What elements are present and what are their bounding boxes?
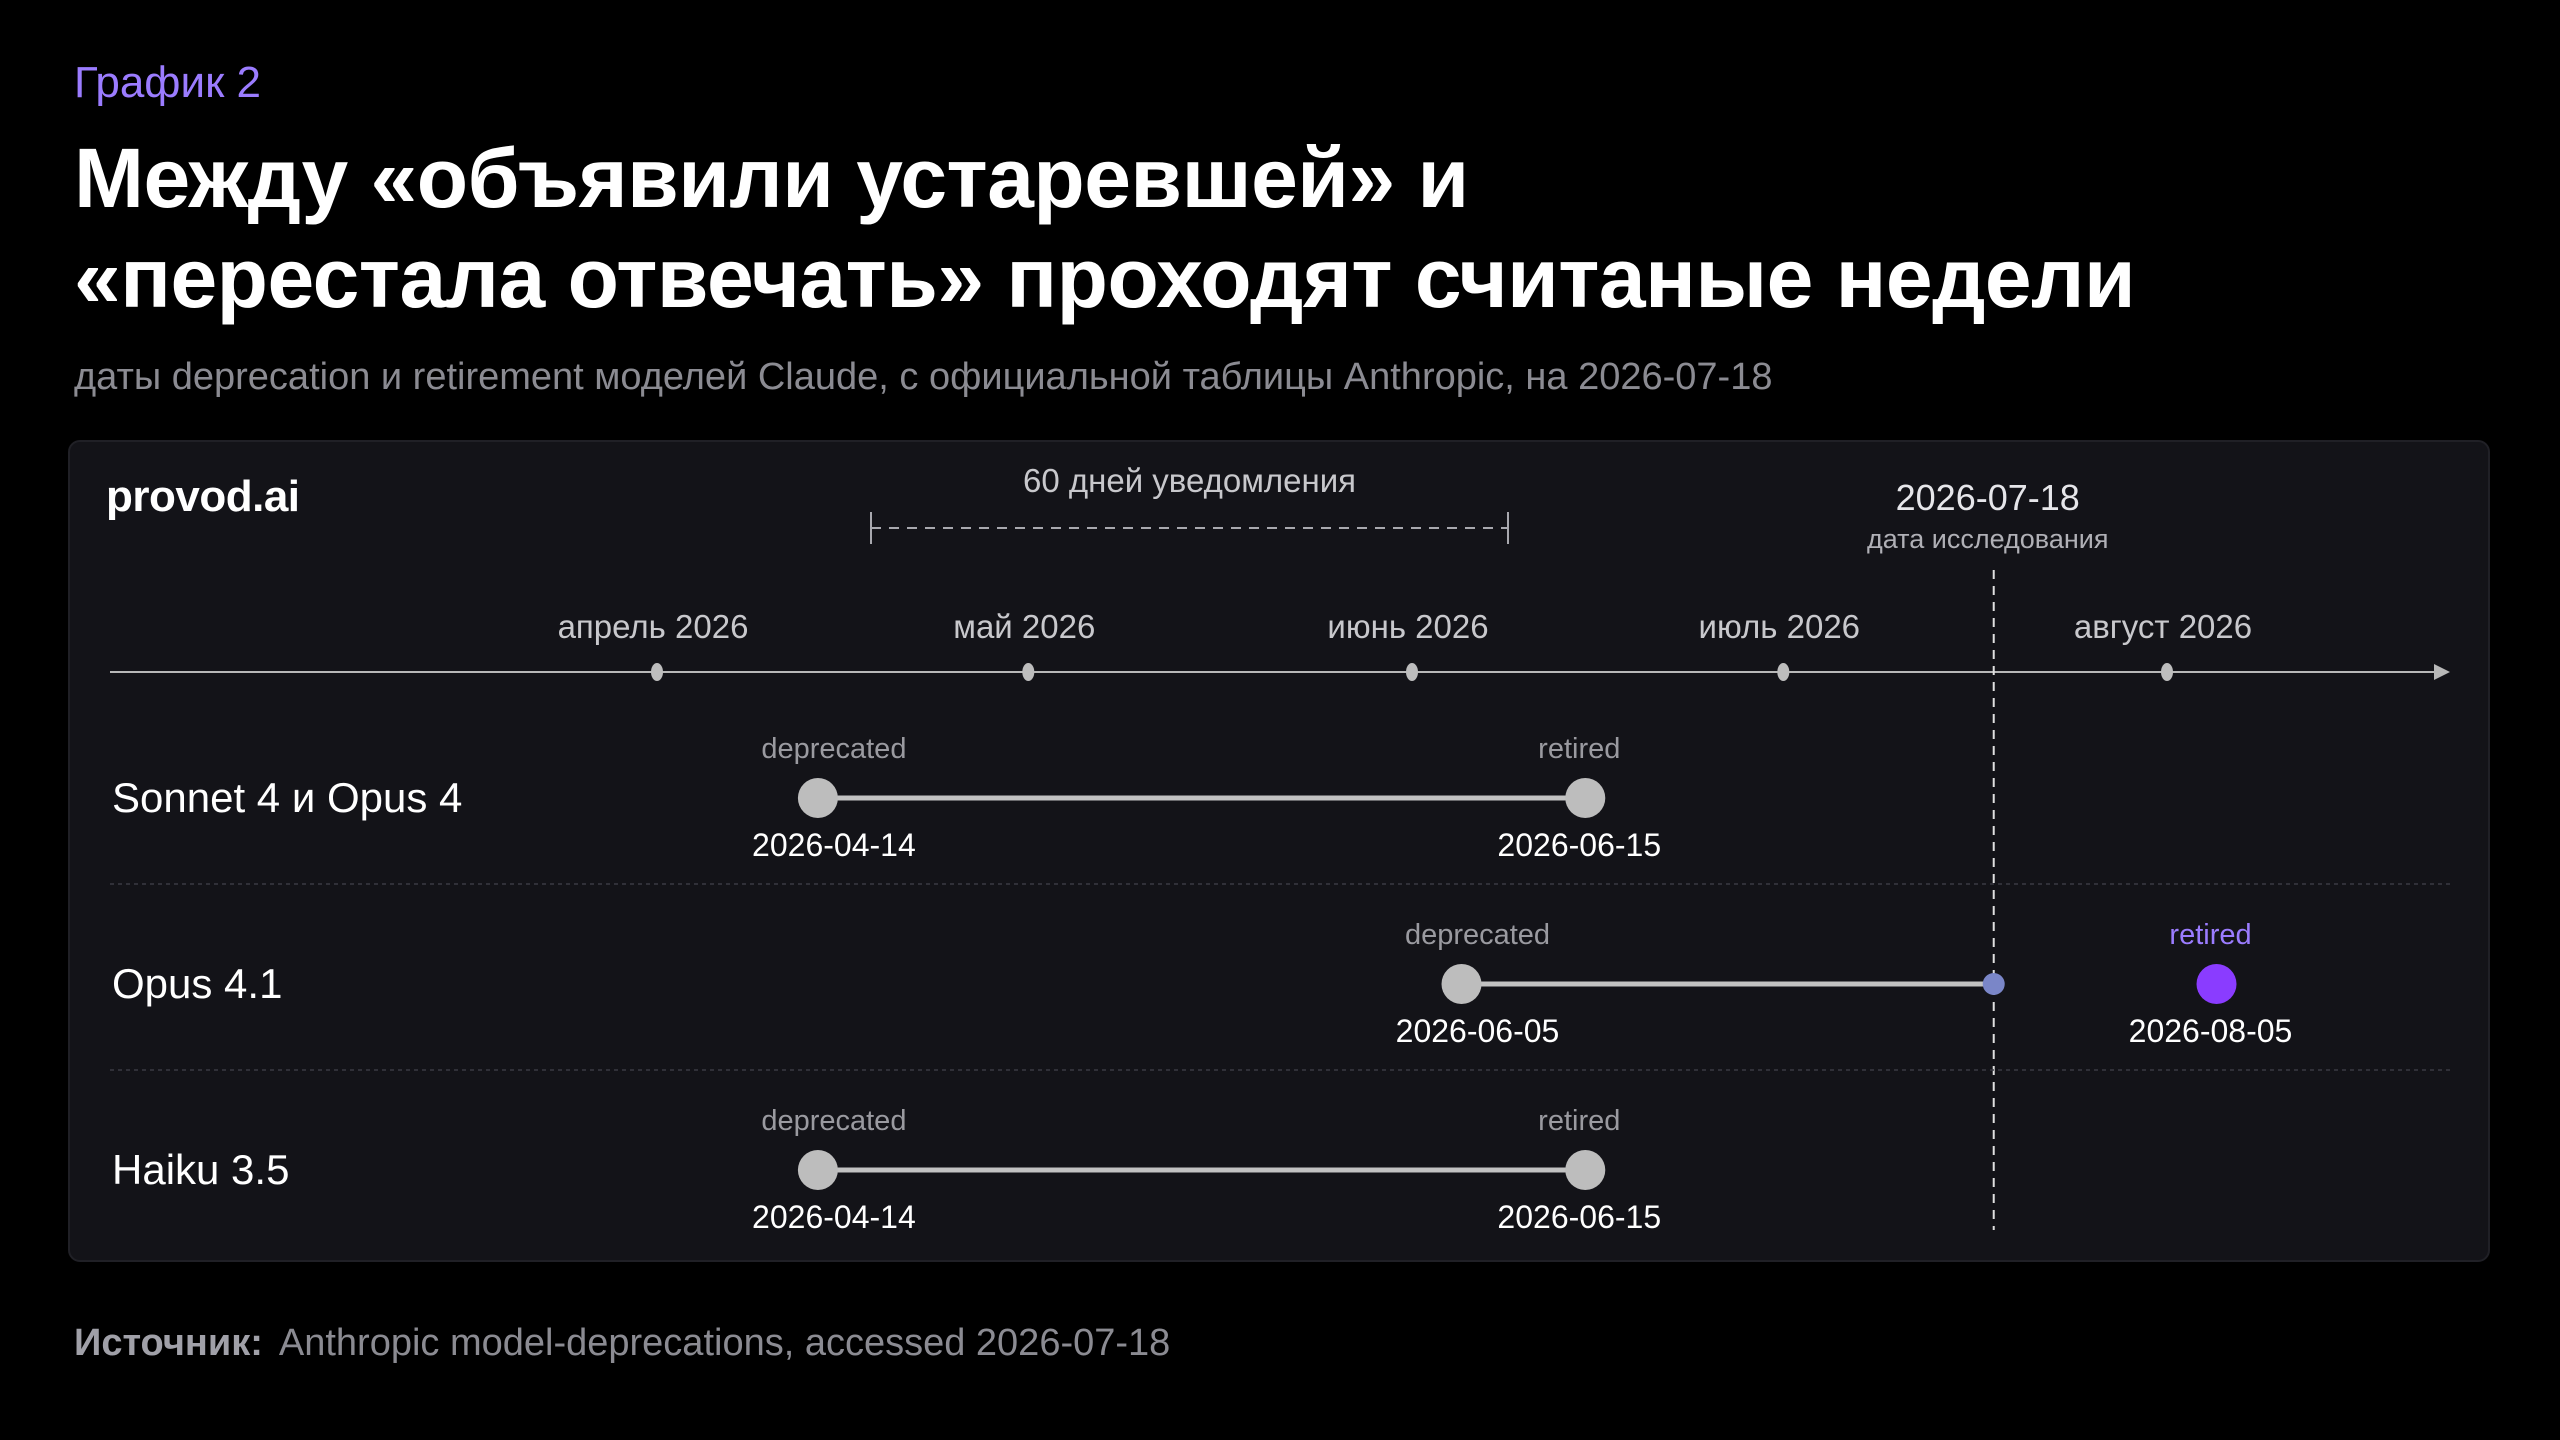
deprecated-label: deprecated xyxy=(1405,919,1550,951)
chart-number: График 2 xyxy=(74,58,262,107)
x-axis-tick-label: июнь 2026 xyxy=(1327,608,1488,645)
x-axis-tick xyxy=(1406,663,1418,681)
source-label: Источник: xyxy=(74,1322,263,1364)
row-label: Opus 4.1 xyxy=(112,960,282,1007)
retired-point xyxy=(2196,964,2237,1004)
row-label: Haiku 3.5 xyxy=(112,1146,289,1193)
deprecated-date: 2026-04-14 xyxy=(752,1199,916,1235)
brand-logo: provod.ai xyxy=(106,472,300,521)
reference-date-label: дата исследования xyxy=(1867,524,2108,554)
row-label: Sonnet 4 и Opus 4 xyxy=(112,774,462,821)
deprecated-point xyxy=(797,778,838,818)
timeline-chart: апрель 2026 май 2026 июнь 2026 июль 2026 авг… xyxy=(110,462,2454,1235)
x-axis-tick xyxy=(1777,663,1790,681)
x-axis-tick xyxy=(651,663,663,681)
deprecated-point xyxy=(797,1150,838,1190)
x-axis-tick xyxy=(1022,663,1035,681)
retired-point xyxy=(1565,1150,1606,1190)
chart-subtitle: даты deprecation и retirement моделей Cl… xyxy=(74,356,1773,398)
deprecated-date: 2026-06-05 xyxy=(1396,1013,1560,1049)
chart-title: Между «объявили устаревшей» и «перестала… xyxy=(74,128,2136,328)
retired-label: retired xyxy=(2169,919,2251,951)
x-axis-tick-label: июль 2026 xyxy=(1699,608,1861,645)
retired-label: retired xyxy=(1538,733,1620,765)
x-axis-tick-label: август 2026 xyxy=(2074,608,2252,645)
deprecated-label: deprecated xyxy=(761,1105,906,1137)
chart-title-line-1: Между «объявили устаревшей» и xyxy=(74,131,1469,225)
chart-title-line-2: «перестала отвечать» проходят считаные н… xyxy=(74,231,2136,325)
source-text: Anthropic model-deprecations, accessed 2… xyxy=(278,1322,1171,1364)
reference-crossing-point xyxy=(1982,973,2005,995)
x-axis-tick-label: май 2026 xyxy=(953,608,1095,645)
deprecated-point xyxy=(1441,964,1482,1004)
retired-date: 2026-06-15 xyxy=(1497,1199,1661,1235)
chart-panel: provod.ai апрель 2026 май 2026 июнь 2026 ию… xyxy=(68,440,2490,1262)
retired-point xyxy=(1565,778,1606,818)
notice-period-label: 60 дней уведомления xyxy=(1023,462,1356,499)
reference-date-value: 2026-07-18 xyxy=(1896,477,2080,518)
retired-label: retired xyxy=(1538,1105,1620,1137)
retired-date: 2026-06-15 xyxy=(1497,827,1661,863)
retired-date: 2026-08-05 xyxy=(2129,1013,2293,1049)
x-axis-arrow xyxy=(2434,664,2450,680)
source-note: Источник: Anthropic model-deprecations, a… xyxy=(74,1322,1170,1365)
x-axis-tick xyxy=(2161,663,2173,681)
deprecated-date: 2026-04-14 xyxy=(752,827,916,863)
deprecated-label: deprecated xyxy=(761,733,906,765)
x-axis-tick-label: апрель 2026 xyxy=(558,608,749,645)
